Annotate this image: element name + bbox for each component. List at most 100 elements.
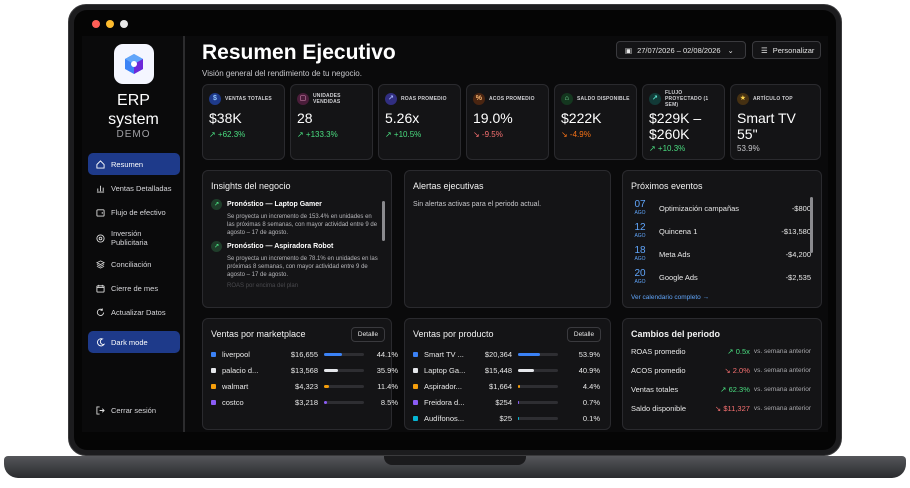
marketplace-row[interactable]: palacio d... $13,568 35.9% bbox=[211, 364, 398, 376]
share-bar bbox=[518, 384, 558, 388]
row-name: liverpool bbox=[222, 349, 250, 359]
change-comparison: vs. semana anterior bbox=[753, 347, 811, 355]
minimize-window-button[interactable] bbox=[106, 20, 114, 28]
series-color-swatch bbox=[211, 383, 216, 389]
nav-label: Flujo de efectivo bbox=[111, 207, 166, 217]
event-month: AGO bbox=[634, 279, 646, 285]
kpi-card-unidades-vendidas[interactable]: ▢ UNIDADES VENDIDAS 28 ↗ +133.3% bbox=[290, 84, 373, 160]
product-row[interactable]: Aspirador... $1,664 4.4% bbox=[413, 380, 600, 392]
kpi-card-saldo-disponible[interactable]: ⌂ SALDO DISPONIBLE $222K ↘ -4.9% bbox=[554, 84, 637, 160]
insight-item[interactable]: ↗ Pronóstico — Laptop Gamer Se proyecta u… bbox=[211, 199, 381, 237]
insight-body: Se proyecta un incremento de 153.4% en u… bbox=[227, 214, 378, 236]
row-name: Smart TV ... bbox=[424, 349, 464, 359]
logout-button[interactable]: Cerrar sesión bbox=[88, 399, 180, 421]
kpi-card-roas-promedio[interactable]: ↗ ROAS PROMEDIO 5.26x ↗ +10.5% bbox=[378, 84, 461, 160]
kpi-card-acos-promedio[interactable]: % ACOS PROMEDIO 19.0% ↘ -9.5% bbox=[466, 84, 549, 160]
nav-item-ventas-detalladas[interactable]: Ventas Detalladas bbox=[88, 177, 180, 199]
insight-item[interactable]: ↗ Pronóstico — Aspiradora Robot Se proyec… bbox=[211, 241, 381, 279]
row-name: palacio d... bbox=[222, 365, 259, 375]
bank-icon: ⌂ bbox=[561, 93, 573, 105]
change-row: Ventas totales ↗ 62.3% vs. semana anteri… bbox=[631, 383, 811, 395]
customize-button[interactable]: ☰ Personalizar bbox=[752, 41, 821, 59]
dark-mode-toggle[interactable]: Dark mode bbox=[88, 331, 180, 353]
event-item[interactable]: 12 AGO Quincena 1 -$13,580 bbox=[631, 220, 811, 242]
share-bar-fill bbox=[324, 400, 328, 404]
marketplace-row[interactable]: walmart $4,323 11.4% bbox=[211, 380, 398, 392]
row-amount: $1,664 bbox=[489, 381, 512, 391]
row-percent: 35.9% bbox=[376, 365, 398, 375]
view-calendar-link[interactable]: Ver calendario completo → bbox=[631, 294, 710, 301]
date-range-value: 27/07/2026 – 02/08/2026 bbox=[637, 45, 721, 55]
trend-up-icon: ↗ bbox=[211, 241, 222, 252]
kpi-label: ARTÍCULO TOP bbox=[753, 96, 793, 102]
share-bar bbox=[518, 352, 558, 356]
nav-item-resumen[interactable]: Resumen bbox=[88, 153, 180, 175]
nav-item-conciliacion[interactable]: Conciliación bbox=[88, 253, 180, 275]
event-item[interactable]: 20 AGO Google Ads -$2,535 bbox=[631, 266, 811, 288]
change-comparison: vs. semana anterior bbox=[753, 366, 811, 374]
marketplace-row[interactable]: liverpool $16,655 44.1% bbox=[211, 348, 398, 360]
close-window-button[interactable] bbox=[92, 20, 100, 28]
sidebar: ERP system DEMO Resumen Ventas Detallada… bbox=[82, 36, 185, 432]
kpi-delta: ↗ +10.5% bbox=[385, 130, 422, 139]
share-bar-fill bbox=[324, 368, 339, 372]
row-amount: $254 bbox=[495, 397, 512, 407]
kpi-value: $229K – $260K bbox=[649, 110, 702, 142]
row-name: Aspirador... bbox=[424, 381, 462, 391]
box-icon: ▢ bbox=[297, 93, 309, 105]
event-name: Optimización campañas bbox=[659, 203, 740, 213]
change-comparison: vs. semana anterior bbox=[753, 385, 811, 393]
marketplace-row[interactable]: costco $3,218 8.5% bbox=[211, 396, 398, 408]
kpi-label: ACOS PROMEDIO bbox=[489, 96, 535, 102]
row-amount: $20,364 bbox=[484, 349, 512, 359]
home-icon bbox=[96, 159, 105, 169]
date-range-picker[interactable]: ▣ 27/07/2026 – 02/08/2026 ⌄ bbox=[616, 41, 746, 59]
events-scrollbar[interactable] bbox=[810, 197, 813, 253]
event-amount: -$800 bbox=[791, 203, 811, 213]
insights-scrollbar[interactable] bbox=[382, 201, 385, 241]
layers-icon bbox=[96, 259, 105, 269]
change-row: ACOS promedio ↘ 2.0% vs. semana anterior bbox=[631, 364, 811, 376]
product-row[interactable]: Laptop Ga... $15,448 40.9% bbox=[413, 364, 600, 376]
products-detail-button[interactable]: Detalle bbox=[567, 327, 601, 342]
kpi-card-articulo-top[interactable]: ★ ARTÍCULO TOP Smart TV 55" 53.9% bbox=[730, 84, 821, 160]
panel-title: Insights del negocio bbox=[211, 181, 291, 191]
panel-title: Próximos eventos bbox=[631, 181, 703, 191]
nav-item-inversion-publicitaria[interactable]: Inversión Publicitaria bbox=[88, 225, 180, 251]
row-name: costco bbox=[222, 397, 244, 407]
calendar-icon: ▣ bbox=[625, 45, 633, 55]
nav-item-actualizar-datos[interactable]: Actualizar Datos bbox=[88, 301, 180, 323]
event-month: AGO bbox=[634, 256, 646, 262]
event-day: 20 bbox=[634, 268, 646, 279]
event-amount: -$4,200 bbox=[785, 249, 811, 259]
row-name: Freidora d... bbox=[424, 397, 465, 407]
kpi-label: FLUJO PROYECTADO (1 SEM) bbox=[665, 90, 709, 108]
kpi-card-ventas-totales[interactable]: $ VENTAS TOTALES $38K ↗ +62.3% bbox=[202, 84, 285, 160]
change-label: Saldo disponible bbox=[631, 403, 687, 413]
nav-item-cierre-mes[interactable]: Cierre de mes bbox=[88, 277, 180, 299]
share-bar-fill bbox=[324, 352, 342, 356]
app-logo bbox=[114, 44, 154, 84]
event-item[interactable]: 18 AGO Meta Ads -$4,200 bbox=[631, 243, 811, 265]
row-name: Audífonos... bbox=[424, 413, 465, 423]
kpi-card-flujo-proyectado[interactable]: ↗ FLUJO PROYECTADO (1 SEM) $229K – $260K … bbox=[642, 84, 725, 160]
change-row: ROAS promedio ↗ 0.5x vs. semana anterior bbox=[631, 345, 811, 357]
kpi-value: $38K bbox=[209, 110, 242, 126]
marketplace-detail-button[interactable]: Detalle bbox=[351, 327, 385, 342]
nav-item-flujo-efectivo[interactable]: Flujo de efectivo bbox=[88, 201, 180, 223]
panel-title: Ventas por marketplace bbox=[211, 329, 306, 339]
kpi-value: 5.26x bbox=[385, 110, 420, 126]
product-row[interactable]: Freidora d... $254 0.7% bbox=[413, 396, 600, 408]
target-icon bbox=[96, 233, 105, 243]
products-panel: Ventas por producto Detalle Smart TV ...… bbox=[404, 318, 611, 430]
trend-icon: ↗ bbox=[385, 93, 397, 105]
product-row[interactable]: Audífonos... $25 0.1% bbox=[413, 412, 600, 424]
kpi-value: $222K bbox=[561, 110, 602, 126]
event-item[interactable]: 07 AGO Optimización campañas -$800 bbox=[631, 197, 811, 219]
demo-label: DEMO bbox=[116, 129, 151, 140]
kpi-value: Smart TV 55" bbox=[737, 110, 796, 142]
maximize-window-button[interactable] bbox=[120, 20, 128, 28]
share-bar-fill bbox=[518, 352, 540, 356]
product-row[interactable]: Smart TV ... $20,364 53.9% bbox=[413, 348, 600, 360]
row-percent: 4.4% bbox=[582, 381, 600, 391]
